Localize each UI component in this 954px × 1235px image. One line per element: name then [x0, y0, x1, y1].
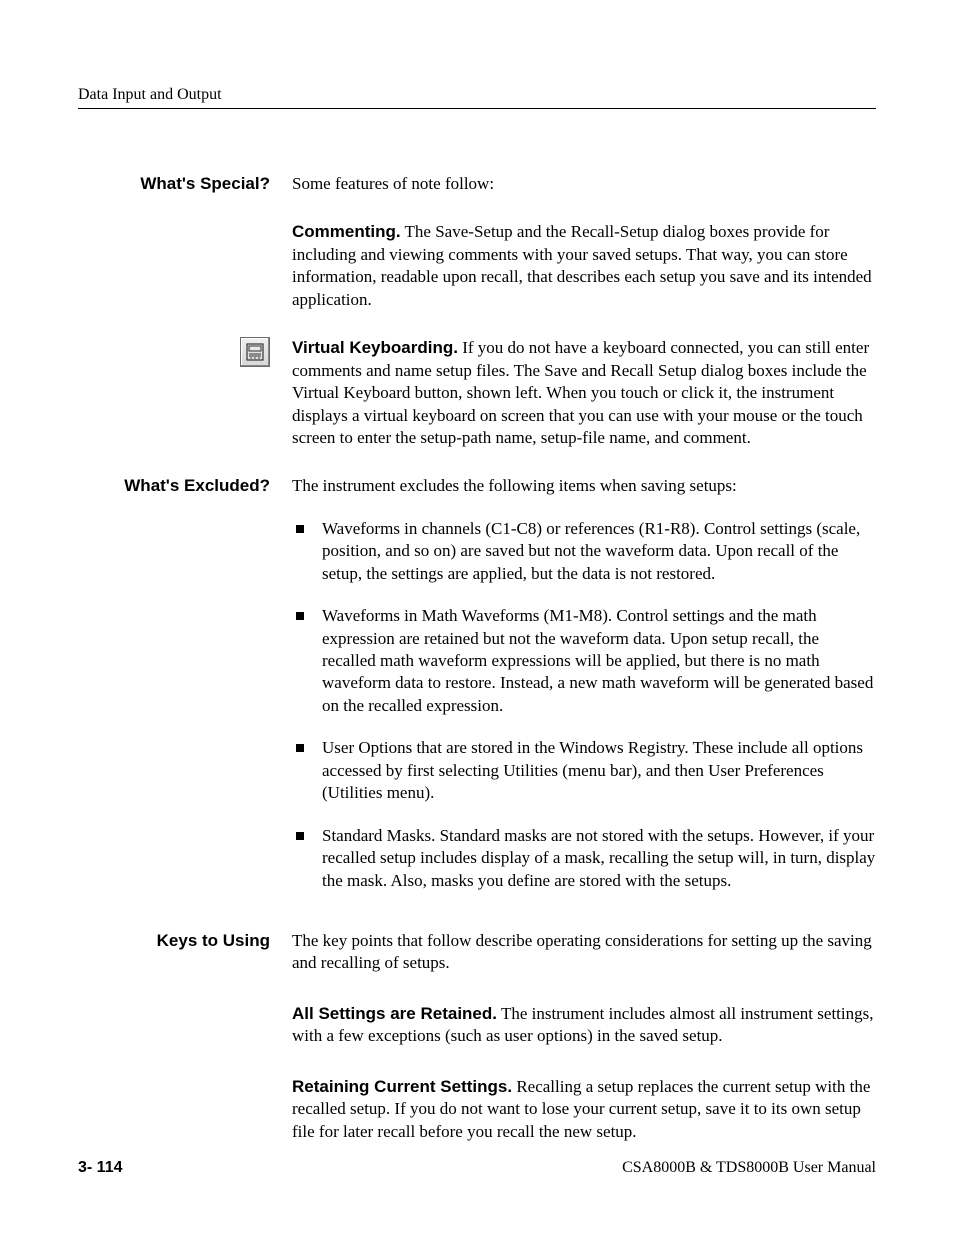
side-label-excluded: What's Excluded? — [78, 475, 292, 497]
section-whats-excluded: What's Excluded? The instrument excludes… — [78, 475, 876, 912]
header-rule — [78, 108, 876, 109]
list-item: Waveforms in channels (C1-C8) or referen… — [292, 518, 876, 585]
section-whats-special: What's Special? Some features of note fo… — [78, 173, 876, 195]
manual-title: CSA8000B & TDS8000B User Manual — [622, 1159, 876, 1177]
excluded-intro: The instrument excludes the following it… — [292, 475, 876, 497]
keys-p2-head: Retaining Current Settings. — [292, 1077, 512, 1096]
footer: 3- 114 CSA8000B & TDS8000B User Manual — [78, 1159, 876, 1177]
body-special-intro: Some features of note follow: — [292, 173, 876, 195]
page: Data Input and Output What's Special? So… — [0, 0, 954, 1229]
keys-p1-head: All Settings are Retained. — [292, 1004, 497, 1023]
virtual-keyboard-icon — [240, 337, 270, 367]
list-item: User Options that are stored in the Wind… — [292, 737, 876, 804]
special-intro-text: Some features of note follow: — [292, 173, 876, 195]
excluded-list: Waveforms in channels (C1-C8) or referen… — [292, 518, 876, 892]
body-commenting: Commenting. The Save-Setup and the Recal… — [292, 221, 876, 311]
section-keys-to-using: Keys to Using The key points that follow… — [78, 930, 876, 1143]
commenting-head: Commenting. — [292, 222, 401, 241]
side-label-keys: Keys to Using — [78, 930, 292, 952]
section-virtual-keyboarding: Virtual Keyboarding. If you do not have … — [78, 337, 876, 449]
body-vk: Virtual Keyboarding. If you do not have … — [292, 337, 876, 449]
page-number: 3- 114 — [78, 1159, 122, 1177]
section-commenting: Commenting. The Save-Setup and the Recal… — [78, 221, 876, 311]
keys-intro: The key points that follow describe oper… — [292, 930, 876, 975]
vk-head: Virtual Keyboarding. — [292, 338, 458, 357]
body-keys: The key points that follow describe oper… — [292, 930, 876, 1143]
icon-col — [78, 337, 292, 367]
list-item: Standard Masks. Standard masks are not s… — [292, 825, 876, 892]
running-head: Data Input and Output — [78, 86, 876, 104]
list-item: Waveforms in Math Waveforms (M1-M8). Con… — [292, 605, 876, 717]
side-label-special: What's Special? — [78, 173, 292, 195]
body-excluded: The instrument excludes the following it… — [292, 475, 876, 912]
